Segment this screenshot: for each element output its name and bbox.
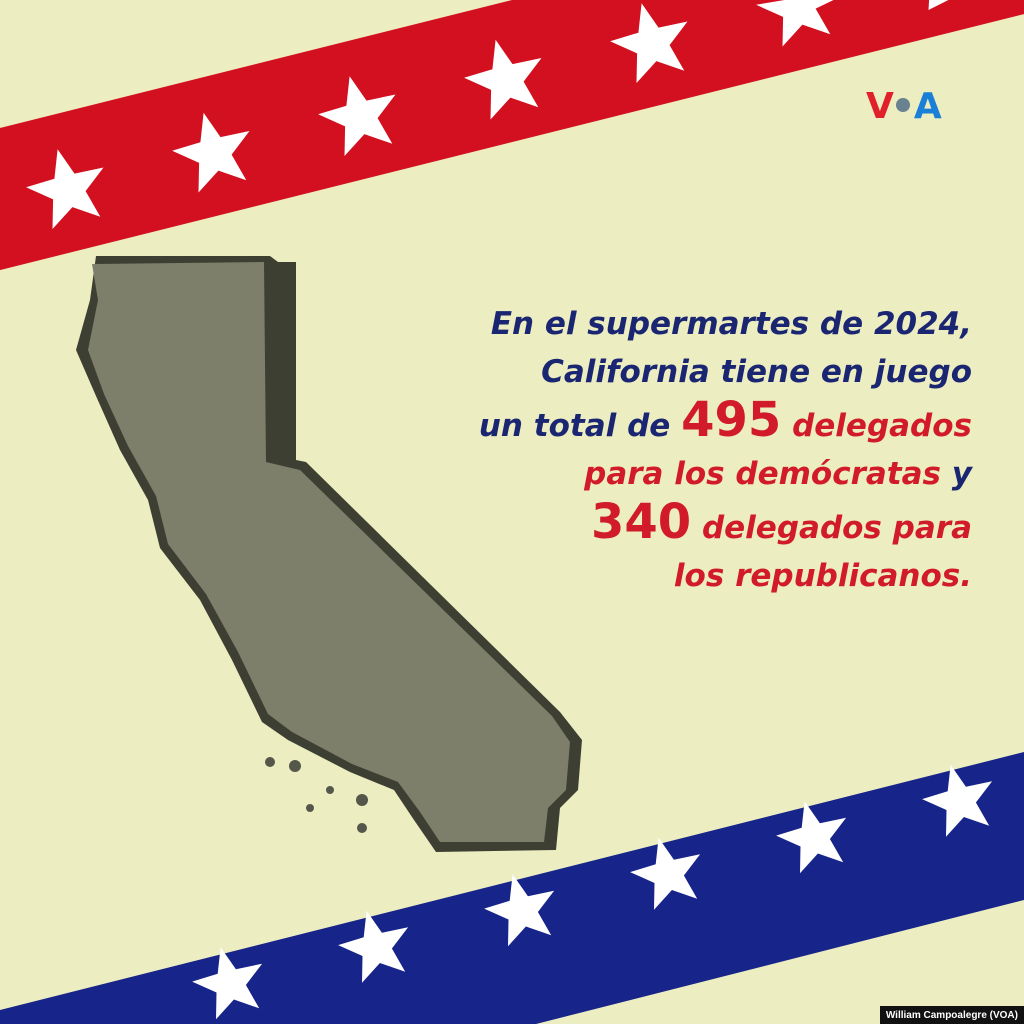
photo-credit: William Campoalegre (VOA) bbox=[879, 1006, 1024, 1024]
republican-delegates-count: 340 bbox=[590, 494, 692, 550]
text: delegados bbox=[781, 408, 972, 444]
text: delegados para bbox=[691, 510, 972, 546]
text: un total de bbox=[478, 408, 682, 444]
star-icon bbox=[484, 874, 555, 947]
star-icon bbox=[318, 76, 396, 156]
text: para los demócratas bbox=[584, 456, 941, 492]
star-icon bbox=[902, 0, 980, 10]
star-icon bbox=[756, 0, 834, 47]
text-line: 340 delegados para bbox=[479, 498, 972, 552]
text: y bbox=[941, 456, 972, 492]
text-line: un total de 495 delegados bbox=[479, 396, 972, 450]
text-line: En el supermartes de 2024, bbox=[490, 306, 972, 342]
text-line: los republicanos. bbox=[673, 558, 972, 594]
red-stripe-top bbox=[0, 0, 1024, 270]
star-icon bbox=[922, 764, 993, 837]
star-icon bbox=[630, 837, 701, 910]
star-icon bbox=[192, 947, 263, 1020]
red-stripe-stars bbox=[26, 0, 980, 229]
text-line: California tiene en juego bbox=[541, 354, 972, 390]
text-line: para los demócratas y bbox=[479, 450, 972, 498]
star-icon bbox=[776, 801, 847, 874]
star-icon bbox=[26, 149, 104, 229]
star-icon bbox=[610, 3, 688, 83]
star-icon bbox=[172, 112, 250, 193]
star-icon bbox=[338, 910, 409, 983]
california-map bbox=[76, 256, 582, 852]
blue-stripe-stars bbox=[192, 764, 993, 1020]
star-icon bbox=[464, 39, 542, 120]
headline-text: En el supermartes de 2024, California ti… bbox=[479, 300, 972, 600]
democrat-delegates-count: 495 bbox=[681, 392, 782, 448]
